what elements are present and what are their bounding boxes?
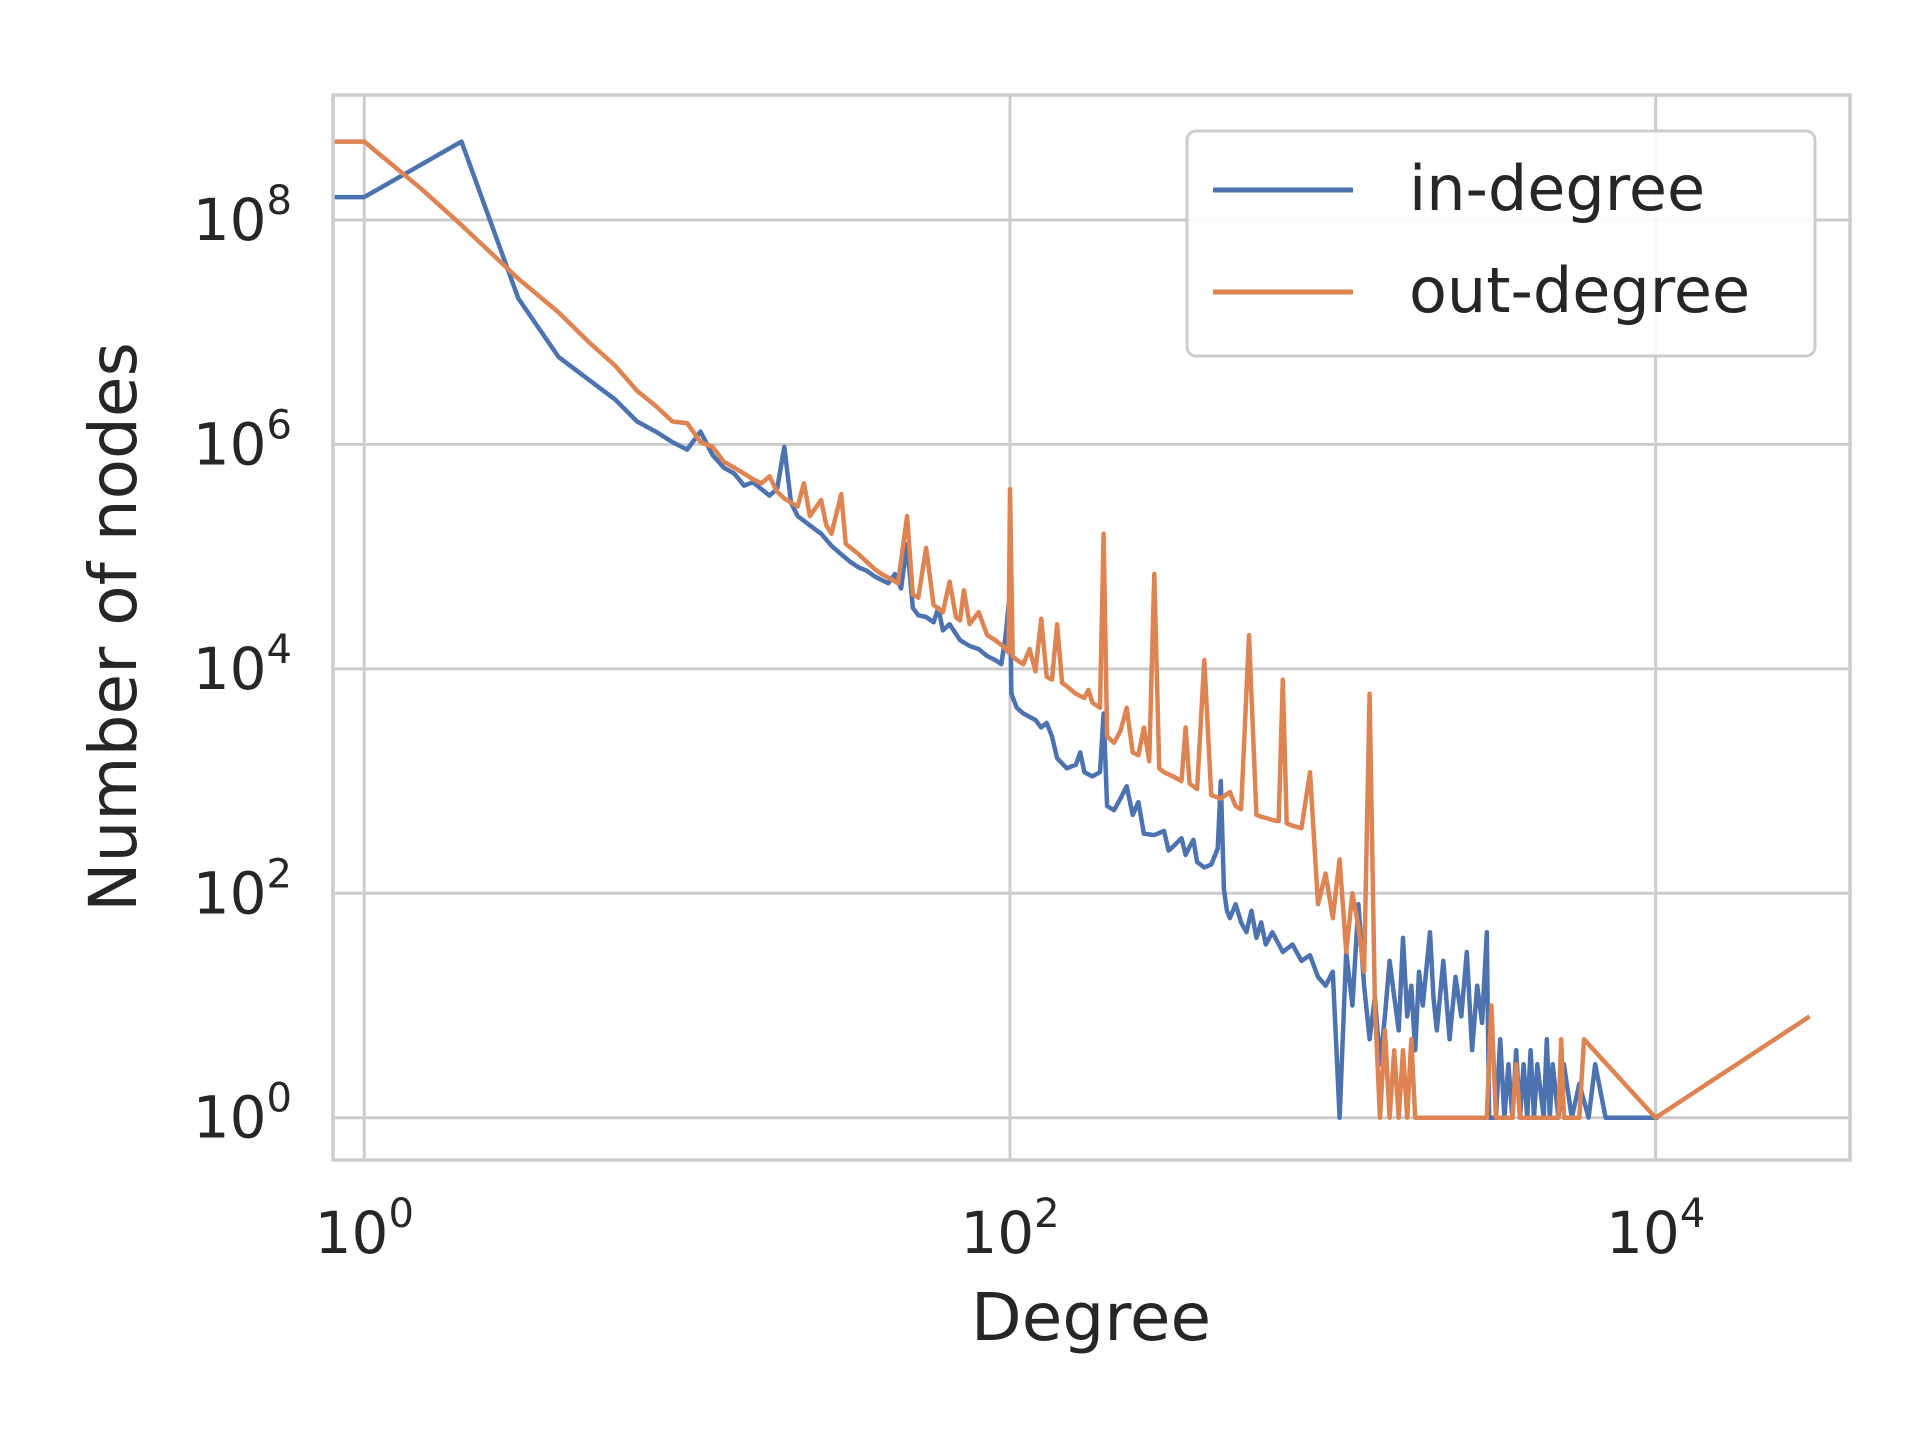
x-axis-label: Degree: [971, 1279, 1211, 1356]
y-tick-label-0: 100: [193, 1076, 292, 1152]
series-line-in-degree: [333, 139, 1659, 1120]
y-tick-label-2: 104: [193, 627, 292, 703]
y-axis-label: Number of nodes: [75, 342, 152, 912]
series-line-out-degree: [333, 139, 1811, 1120]
series-layer: [333, 139, 1811, 1120]
y-tick-label-1: 102: [193, 851, 292, 927]
y-tick-label-4: 108: [193, 178, 292, 254]
legend-box: [1185, 129, 1817, 358]
x-tick-labels: 100 102 104: [315, 1191, 1706, 1267]
x-tick-label-1: 102: [960, 1191, 1059, 1267]
plot-frame: [331, 93, 1852, 1162]
legend: in-degree out-degree: [1185, 129, 1817, 358]
y-tick-labels: 100 102 104 106 108: [193, 178, 292, 1152]
x-tick-label-2: 104: [1606, 1191, 1705, 1267]
x-tick-label-0: 100: [315, 1191, 414, 1267]
legend-label-in-degree: in-degree: [1409, 152, 1705, 225]
legend-label-out-degree: out-degree: [1409, 254, 1750, 327]
y-tick-label-3: 106: [193, 402, 292, 478]
